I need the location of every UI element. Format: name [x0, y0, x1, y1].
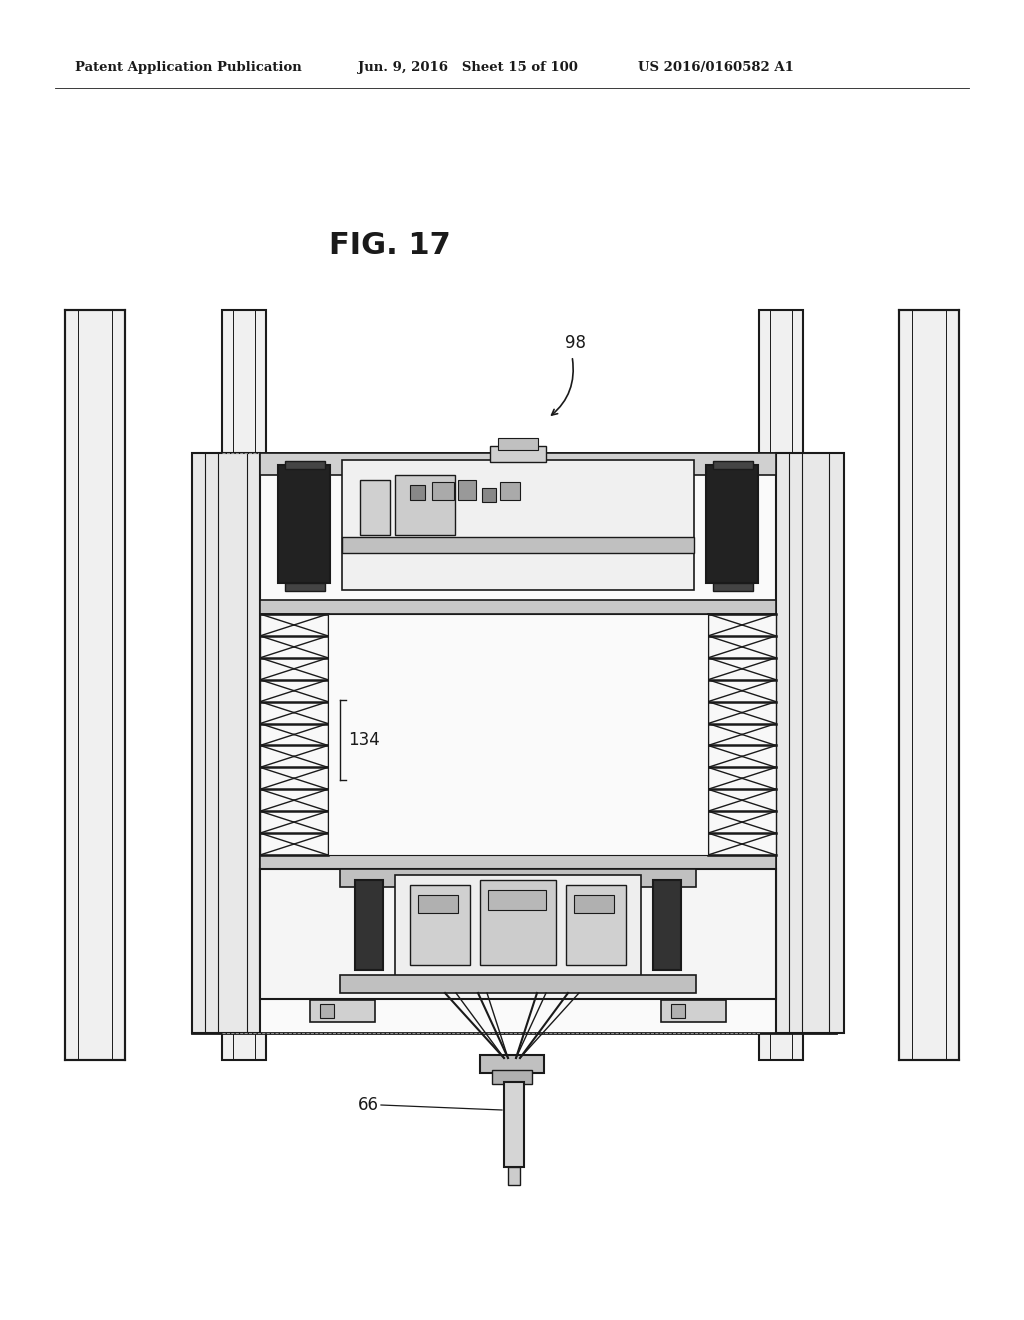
Bar	[355, 880, 383, 970]
Bar	[776, 453, 844, 1034]
Bar	[713, 461, 753, 469]
Bar	[319, 1005, 334, 1018]
Bar	[432, 482, 454, 500]
Text: 98: 98	[565, 334, 586, 352]
Bar	[222, 310, 266, 1060]
Bar	[193, 453, 836, 1034]
Bar	[410, 884, 470, 965]
Bar	[260, 601, 776, 614]
Bar	[508, 1167, 520, 1185]
Bar	[278, 465, 330, 583]
Bar	[488, 890, 546, 909]
Bar	[342, 537, 694, 553]
Bar	[708, 614, 776, 855]
Bar	[500, 482, 520, 500]
Text: Patent Application Publication: Patent Application Publication	[75, 62, 302, 74]
Bar	[260, 855, 776, 869]
Bar	[328, 614, 708, 855]
Bar	[653, 880, 681, 970]
Bar	[260, 869, 776, 999]
Bar	[260, 614, 328, 855]
Bar	[418, 895, 458, 913]
Bar	[342, 459, 694, 590]
Bar	[566, 884, 626, 965]
Bar	[310, 1001, 375, 1022]
Bar	[360, 480, 390, 535]
Bar	[193, 453, 260, 1034]
Bar	[285, 461, 325, 469]
Bar	[490, 446, 546, 462]
Bar	[410, 484, 425, 500]
Text: 66: 66	[358, 1096, 379, 1114]
Bar	[458, 480, 476, 500]
Text: 134: 134	[348, 731, 380, 748]
Bar	[662, 1001, 726, 1022]
Bar	[713, 583, 753, 591]
Bar	[504, 1082, 524, 1167]
Bar	[395, 875, 641, 983]
Bar	[260, 453, 776, 475]
Bar	[706, 465, 758, 583]
Bar	[671, 1005, 685, 1018]
Bar	[482, 488, 496, 502]
Bar	[65, 310, 125, 1060]
Bar	[759, 310, 803, 1060]
Bar	[480, 880, 556, 965]
Bar	[492, 1071, 532, 1084]
Bar	[899, 310, 959, 1060]
Bar	[395, 475, 455, 535]
Bar	[285, 583, 325, 591]
Text: FIG. 17: FIG. 17	[329, 231, 451, 260]
Text: US 2016/0160582 A1: US 2016/0160582 A1	[638, 62, 794, 74]
Bar	[340, 869, 696, 887]
Text: Jun. 9, 2016   Sheet 15 of 100: Jun. 9, 2016 Sheet 15 of 100	[358, 62, 578, 74]
Bar	[574, 895, 614, 913]
Bar	[498, 438, 538, 450]
Bar	[340, 975, 696, 993]
Bar	[480, 1055, 544, 1073]
